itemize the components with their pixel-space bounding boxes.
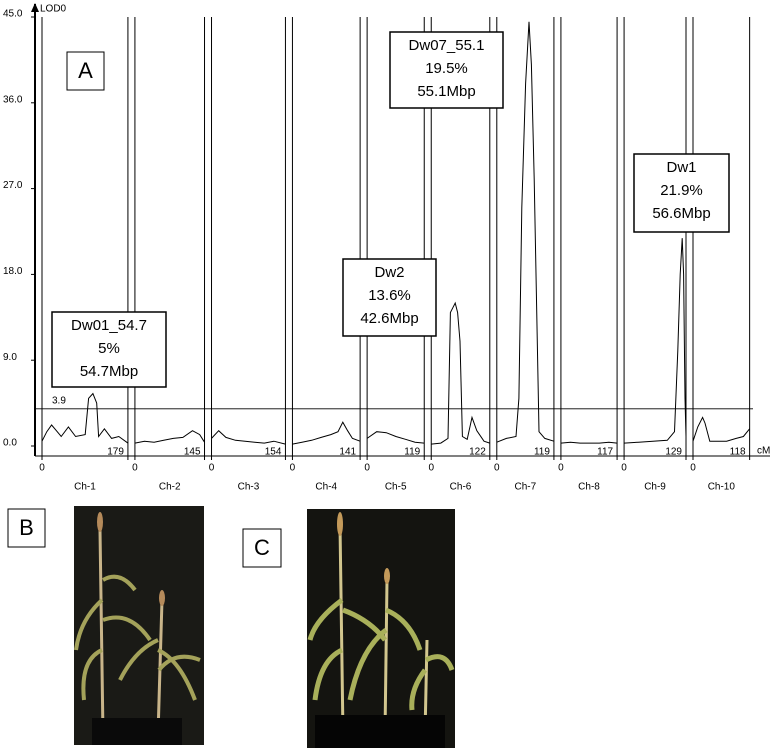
annotation-text: 55.1Mbp — [417, 83, 475, 100]
annotation-text: 54.7Mbp — [80, 363, 138, 380]
annotation-text: Dw1 — [666, 159, 696, 176]
y-tick-label: 45.0 — [3, 9, 23, 20]
chromosome-name: Ch-3 — [238, 482, 260, 493]
chromosome-name: Ch-2 — [159, 482, 181, 493]
x-tick-label: 119 — [404, 447, 420, 458]
panel-box — [66, 51, 105, 91]
y-axis-arrow — [31, 3, 39, 12]
x-tick-label: 129 — [665, 447, 682, 458]
x-tick-label: 122 — [469, 447, 486, 458]
y-tick-label: 0.0 — [3, 438, 17, 449]
x-tick-label: 141 — [339, 447, 356, 458]
annotation-box — [633, 153, 730, 233]
annotation-text: 42.6Mbp — [360, 310, 418, 327]
x-axis-label: cM — [757, 446, 770, 457]
x-tick-label: 0 — [39, 463, 45, 474]
lod-curve — [496, 21, 555, 443]
lod-curve — [692, 416, 750, 442]
chromosome-name: Ch-4 — [315, 482, 337, 493]
x-tick-label: 0 — [428, 463, 434, 474]
annotation-text: Dw07_55.1 — [409, 37, 485, 54]
chromosome-name: Ch-9 — [644, 482, 666, 493]
annotation-box — [389, 31, 504, 109]
annotation-text: Dw2 — [374, 264, 404, 281]
annotation-text: 5% — [98, 340, 120, 357]
x-tick-label: 0 — [132, 463, 138, 474]
x-tick-label: 118 — [730, 447, 746, 458]
panel-label: C — [254, 535, 270, 560]
lod-curve — [624, 238, 687, 444]
x-tick-label: 145 — [184, 447, 201, 458]
x-tick-label: 0 — [290, 463, 296, 474]
lod-curve — [292, 421, 361, 445]
chromosome-name: Ch-6 — [450, 482, 472, 493]
x-tick-label: 0 — [364, 463, 370, 474]
annotation-text: 21.9% — [660, 182, 703, 199]
panel-label: B — [19, 515, 34, 540]
annotation-box — [51, 311, 167, 388]
lod-curve — [41, 392, 129, 444]
x-tick-label: 154 — [265, 447, 282, 458]
x-tick-label: 0 — [494, 463, 500, 474]
chromosome-name: Ch-10 — [708, 482, 736, 493]
x-tick-label: 179 — [107, 447, 124, 458]
lod-curve — [431, 301, 490, 445]
x-tick-label: 0 — [690, 463, 696, 474]
panel-box — [7, 508, 46, 548]
chromosome-name: Ch-7 — [515, 482, 537, 493]
lod-curve — [560, 441, 618, 444]
chromosome-name: Ch-8 — [578, 482, 600, 493]
photo-c — [307, 509, 455, 748]
threshold-label: 3.9 — [52, 395, 66, 406]
x-tick-label: 0 — [621, 463, 627, 474]
chromosome-name: Ch-1 — [74, 482, 96, 493]
x-tick-label: 0 — [209, 463, 215, 474]
panel-label: A — [78, 58, 93, 83]
y-tick-label: 27.0 — [3, 180, 23, 191]
annotation-text: 19.5% — [425, 60, 468, 77]
lod-curve — [366, 431, 425, 444]
annotation-text: 56.6Mbp — [652, 205, 710, 222]
chromosome-name: Ch-5 — [385, 482, 407, 493]
y-axis-label: LOD0 — [40, 4, 67, 15]
annotation-box — [342, 258, 437, 337]
y-tick-label: 36.0 — [3, 94, 23, 105]
x-tick-label: 119 — [534, 447, 550, 458]
x-tick-label: 0 — [558, 463, 564, 474]
panel-box — [242, 528, 282, 568]
y-tick-label: 9.0 — [3, 352, 17, 363]
lod-curve — [211, 429, 286, 445]
lod-curve — [134, 430, 205, 444]
x-tick-label: 117 — [597, 447, 613, 458]
annotation-text: Dw01_54.7 — [71, 317, 147, 334]
photo-b — [74, 506, 204, 745]
y-tick-label: 18.0 — [3, 266, 23, 277]
annotation-text: 13.6% — [368, 287, 411, 304]
